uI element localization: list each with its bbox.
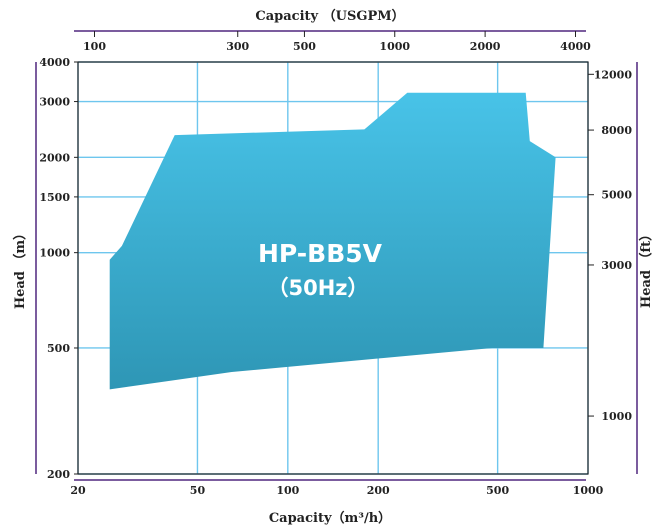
region-label-frequency: （50Hz） xyxy=(267,276,368,300)
x-tick-label: 500 xyxy=(486,484,509,497)
y-tick-label: 4000 xyxy=(39,56,70,69)
top-tick-label: 1000 xyxy=(379,40,410,53)
right-tick-label: 3000 xyxy=(601,259,632,272)
region-label-name: HP-BB5V xyxy=(258,239,383,268)
y-tick-label: 2000 xyxy=(39,151,70,164)
y-tick-label: 3000 xyxy=(39,96,70,109)
right-tick-label: 5000 xyxy=(601,189,632,202)
right-axis-title: Head （ft） xyxy=(638,228,654,308)
plot-frame xyxy=(77,61,589,475)
top-tick-label: 2000 xyxy=(470,40,501,53)
right-tick-label: 12000 xyxy=(594,68,633,81)
x-tick-label: 50 xyxy=(190,484,206,497)
y-tick-label: 200 xyxy=(47,468,70,481)
right-tick-label: 1000 xyxy=(601,410,632,423)
y-tick-label: 1500 xyxy=(39,191,70,204)
x-tick-label: 200 xyxy=(367,484,390,497)
x-tick-label: 1000 xyxy=(573,484,604,497)
x-tick-label: 100 xyxy=(276,484,299,497)
y-tick-label: 500 xyxy=(47,342,70,355)
y-tick-label: 1000 xyxy=(39,247,70,260)
top-axis-title: Capacity （USGPM） xyxy=(255,8,404,24)
right-tick-label: 8000 xyxy=(601,124,632,137)
top-tick-label: 500 xyxy=(293,40,316,53)
bottom-axis-title: Capacity（m³/h） xyxy=(269,510,391,526)
top-tick-label: 4000 xyxy=(560,40,591,53)
left-axis-title: Head （m） xyxy=(12,227,28,309)
operating-region xyxy=(109,92,556,390)
x-tick-label: 20 xyxy=(70,484,86,497)
top-tick-label: 300 xyxy=(226,40,249,53)
top-tick-label: 100 xyxy=(83,40,106,53)
